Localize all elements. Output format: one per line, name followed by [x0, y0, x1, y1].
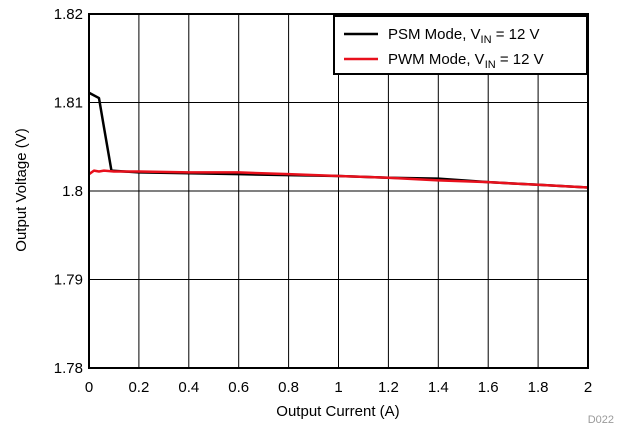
y-tick-label: 1.82 — [54, 6, 83, 23]
x-tick-label: 1.2 — [378, 379, 399, 396]
plot-frame — [88, 13, 589, 369]
legend-label-psm-main: PSM Mode, V — [388, 26, 481, 43]
x-tick-label: 1.8 — [528, 379, 549, 396]
figure-code: D022 — [588, 414, 614, 426]
y-tick-label: 1.78 — [54, 360, 83, 377]
x-tick-label: 0.8 — [278, 379, 299, 396]
x-tick-label: 0.4 — [178, 379, 199, 396]
legend-label-psm: PSM Mode, VIN = 12 V — [388, 26, 540, 46]
y-tick-label: 1.79 — [54, 272, 83, 289]
x-tick-labels: 0 0.2 0.4 0.6 0.8 1 1.2 1.4 1.6 1.8 2 — [85, 379, 592, 396]
x-tick-label: 0.6 — [228, 379, 249, 396]
x-tick-label: 0.2 — [128, 379, 149, 396]
legend-label-psm-sub: IN — [481, 34, 492, 46]
legend: PSM Mode, VIN = 12 V PWM Mode, VIN = 12 … — [333, 15, 588, 75]
series-line-pwm — [88, 169, 589, 189]
legend-label-pwm-tail: = 12 V — [496, 51, 544, 68]
x-tick-label: 1.4 — [428, 379, 449, 396]
x-tick-label: 0 — [85, 379, 93, 396]
y-tick-label: 1.8 — [62, 183, 83, 200]
legend-label-psm-tail: = 12 V — [492, 26, 540, 43]
legend-label-pwm-main: PWM Mode, V — [388, 51, 485, 68]
y-axis-title: Output Voltage (V) — [13, 128, 30, 251]
x-axis-title: Output Current (A) — [276, 403, 399, 420]
x-tick-label: 1.6 — [478, 379, 499, 396]
series-lines — [88, 91, 589, 189]
legend-box — [333, 15, 588, 75]
y-tick-label: 1.81 — [54, 95, 83, 112]
legend-label-pwm-sub: IN — [485, 59, 496, 71]
y-tick-labels: 1.78 1.79 1.8 1.81 1.82 — [54, 6, 83, 377]
x-tick-label: 2 — [584, 379, 592, 396]
x-tick-label: 1 — [334, 379, 342, 396]
legend-label-pwm: PWM Mode, VIN = 12 V — [388, 51, 544, 71]
